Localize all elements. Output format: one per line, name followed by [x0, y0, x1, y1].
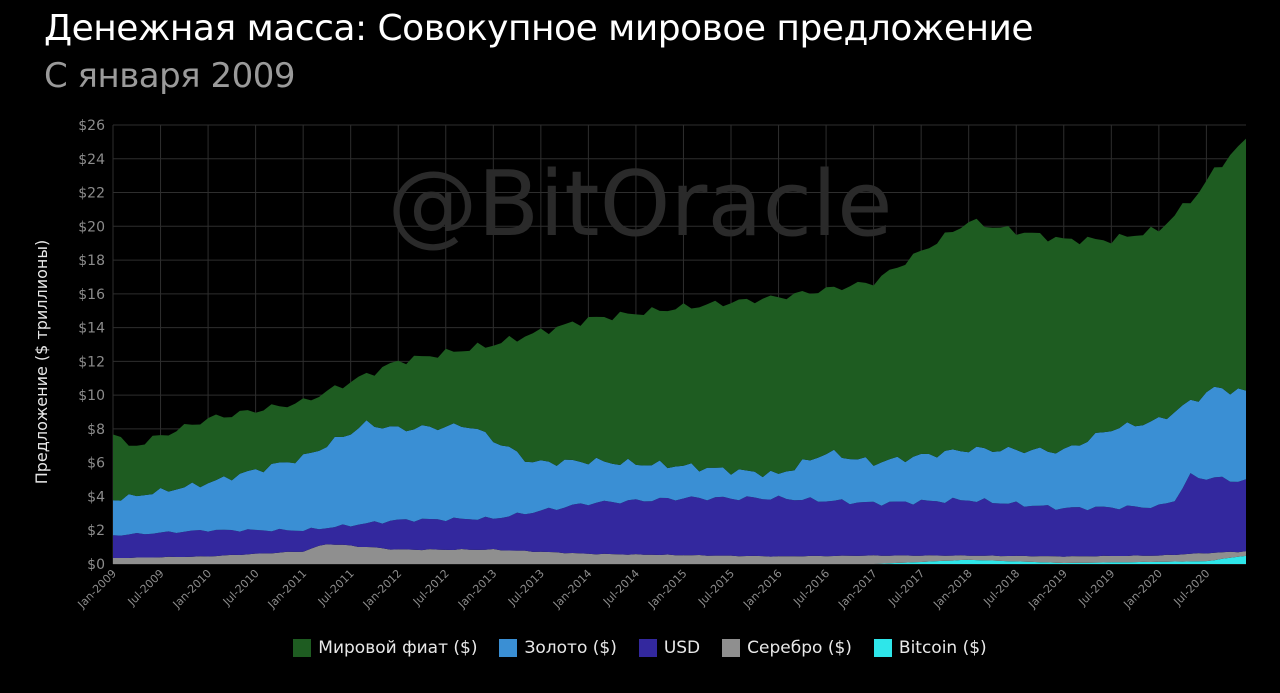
y-tick-label: $2	[87, 523, 105, 539]
x-tick-label: Jul-2014	[600, 567, 642, 609]
y-tick-label: $8	[87, 422, 105, 438]
legend-label: Серебро ($)	[747, 638, 852, 658]
legend-item-gold[interactable]: Золото ($)	[499, 638, 617, 658]
legend-swatch	[638, 639, 657, 657]
area-bitcoin	[113, 555, 1246, 564]
x-tick-label: Jul-2011	[315, 567, 357, 609]
chart-title: Денежная масса: Совокупное мировое предл…	[44, 8, 1034, 49]
legend-swatch	[722, 639, 741, 657]
legend-swatch	[499, 639, 518, 657]
x-tick-label: Jul-2015	[695, 567, 737, 609]
x-tick-label: Jan-2014	[550, 567, 594, 611]
y-tick-label: $6	[87, 456, 105, 472]
legend-swatch	[873, 639, 892, 657]
x-tick-label: Jul-2013	[505, 567, 547, 609]
x-tick-label: Jan-2015	[645, 567, 689, 611]
x-axis-ticks: Jan-2009 Jul-2009 Jan-2010 Jul-2010 Jan-2011…	[75, 567, 1213, 611]
x-tick-label: Jul-2016	[790, 567, 832, 609]
x-tick-label: Jan-2011	[265, 567, 309, 611]
legend-item-silver[interactable]: Серебро ($)	[722, 638, 852, 658]
y-axis-ticks: $0 $2 $4 $6 $8 $10 $12 $14 $16 $18 $20 $22 $24 $26	[78, 118, 105, 573]
legend-label: USD	[663, 638, 701, 658]
y-tick-label: $10	[78, 388, 105, 404]
y-tick-label: $4	[87, 489, 105, 505]
legend-label: Мировой фиат ($)	[318, 638, 478, 658]
x-tick-label: Jan-2016	[740, 567, 784, 611]
series-areas	[113, 138, 1246, 564]
x-tick-label: Jul-2009	[125, 567, 167, 609]
legend-item-bitcoin[interactable]: Bitcoin ($)	[873, 638, 987, 658]
legend-item-fiat[interactable]: Мировой фиат ($)	[293, 638, 477, 658]
x-tick-label: Jan-2019	[1025, 567, 1069, 611]
y-tick-label: $12	[78, 354, 105, 370]
x-tick-label: Jul-2020	[1171, 567, 1213, 609]
y-tick-label: $16	[78, 287, 105, 303]
x-tick-label: Jul-2019	[1076, 567, 1118, 609]
legend-label: Золото ($)	[524, 638, 617, 658]
y-tick-label: $24	[78, 152, 105, 168]
x-tick-label: Jan-2012	[360, 567, 404, 611]
legend-item-usd[interactable]: USD	[638, 638, 701, 658]
x-tick-label: Jul-2017	[885, 567, 927, 609]
x-tick-label: Jul-2012	[410, 567, 452, 609]
y-tick-label: $0	[87, 557, 105, 573]
y-tick-label: $26	[78, 118, 105, 134]
x-tick-label: Jan-2010	[170, 567, 214, 611]
y-tick-label: $18	[78, 253, 105, 269]
x-tick-label: Jan-2013	[455, 567, 499, 611]
x-tick-label: Jul-2018	[980, 567, 1022, 609]
legend-label: Bitcoin ($)	[898, 638, 987, 658]
chart-legend: Мировой фиат ($) Золото ($) USD Серебро ($)…	[0, 638, 1280, 658]
area-usd	[113, 473, 1246, 558]
y-tick-label: $20	[78, 219, 105, 235]
x-tick-label: Jan-2018	[930, 567, 974, 611]
x-tick-label: Jan-2017	[835, 567, 879, 611]
y-tick-label: $22	[78, 186, 105, 202]
x-tick-label: Jan-2009	[75, 567, 119, 611]
y-axis-label: Предложение ($ триллионы)	[32, 240, 51, 485]
area-silver	[113, 544, 1246, 564]
legend-swatch	[293, 639, 312, 657]
y-tick-label: $14	[78, 321, 105, 337]
area-gold	[113, 386, 1246, 536]
x-tick-label: Jan-2020	[1120, 567, 1164, 611]
chart-subtitle: С января 2009	[44, 56, 295, 96]
x-tick-label: Jul-2010	[220, 567, 262, 609]
watermark-text: @BitOracle	[388, 152, 893, 257]
area-fiat	[113, 138, 1246, 501]
